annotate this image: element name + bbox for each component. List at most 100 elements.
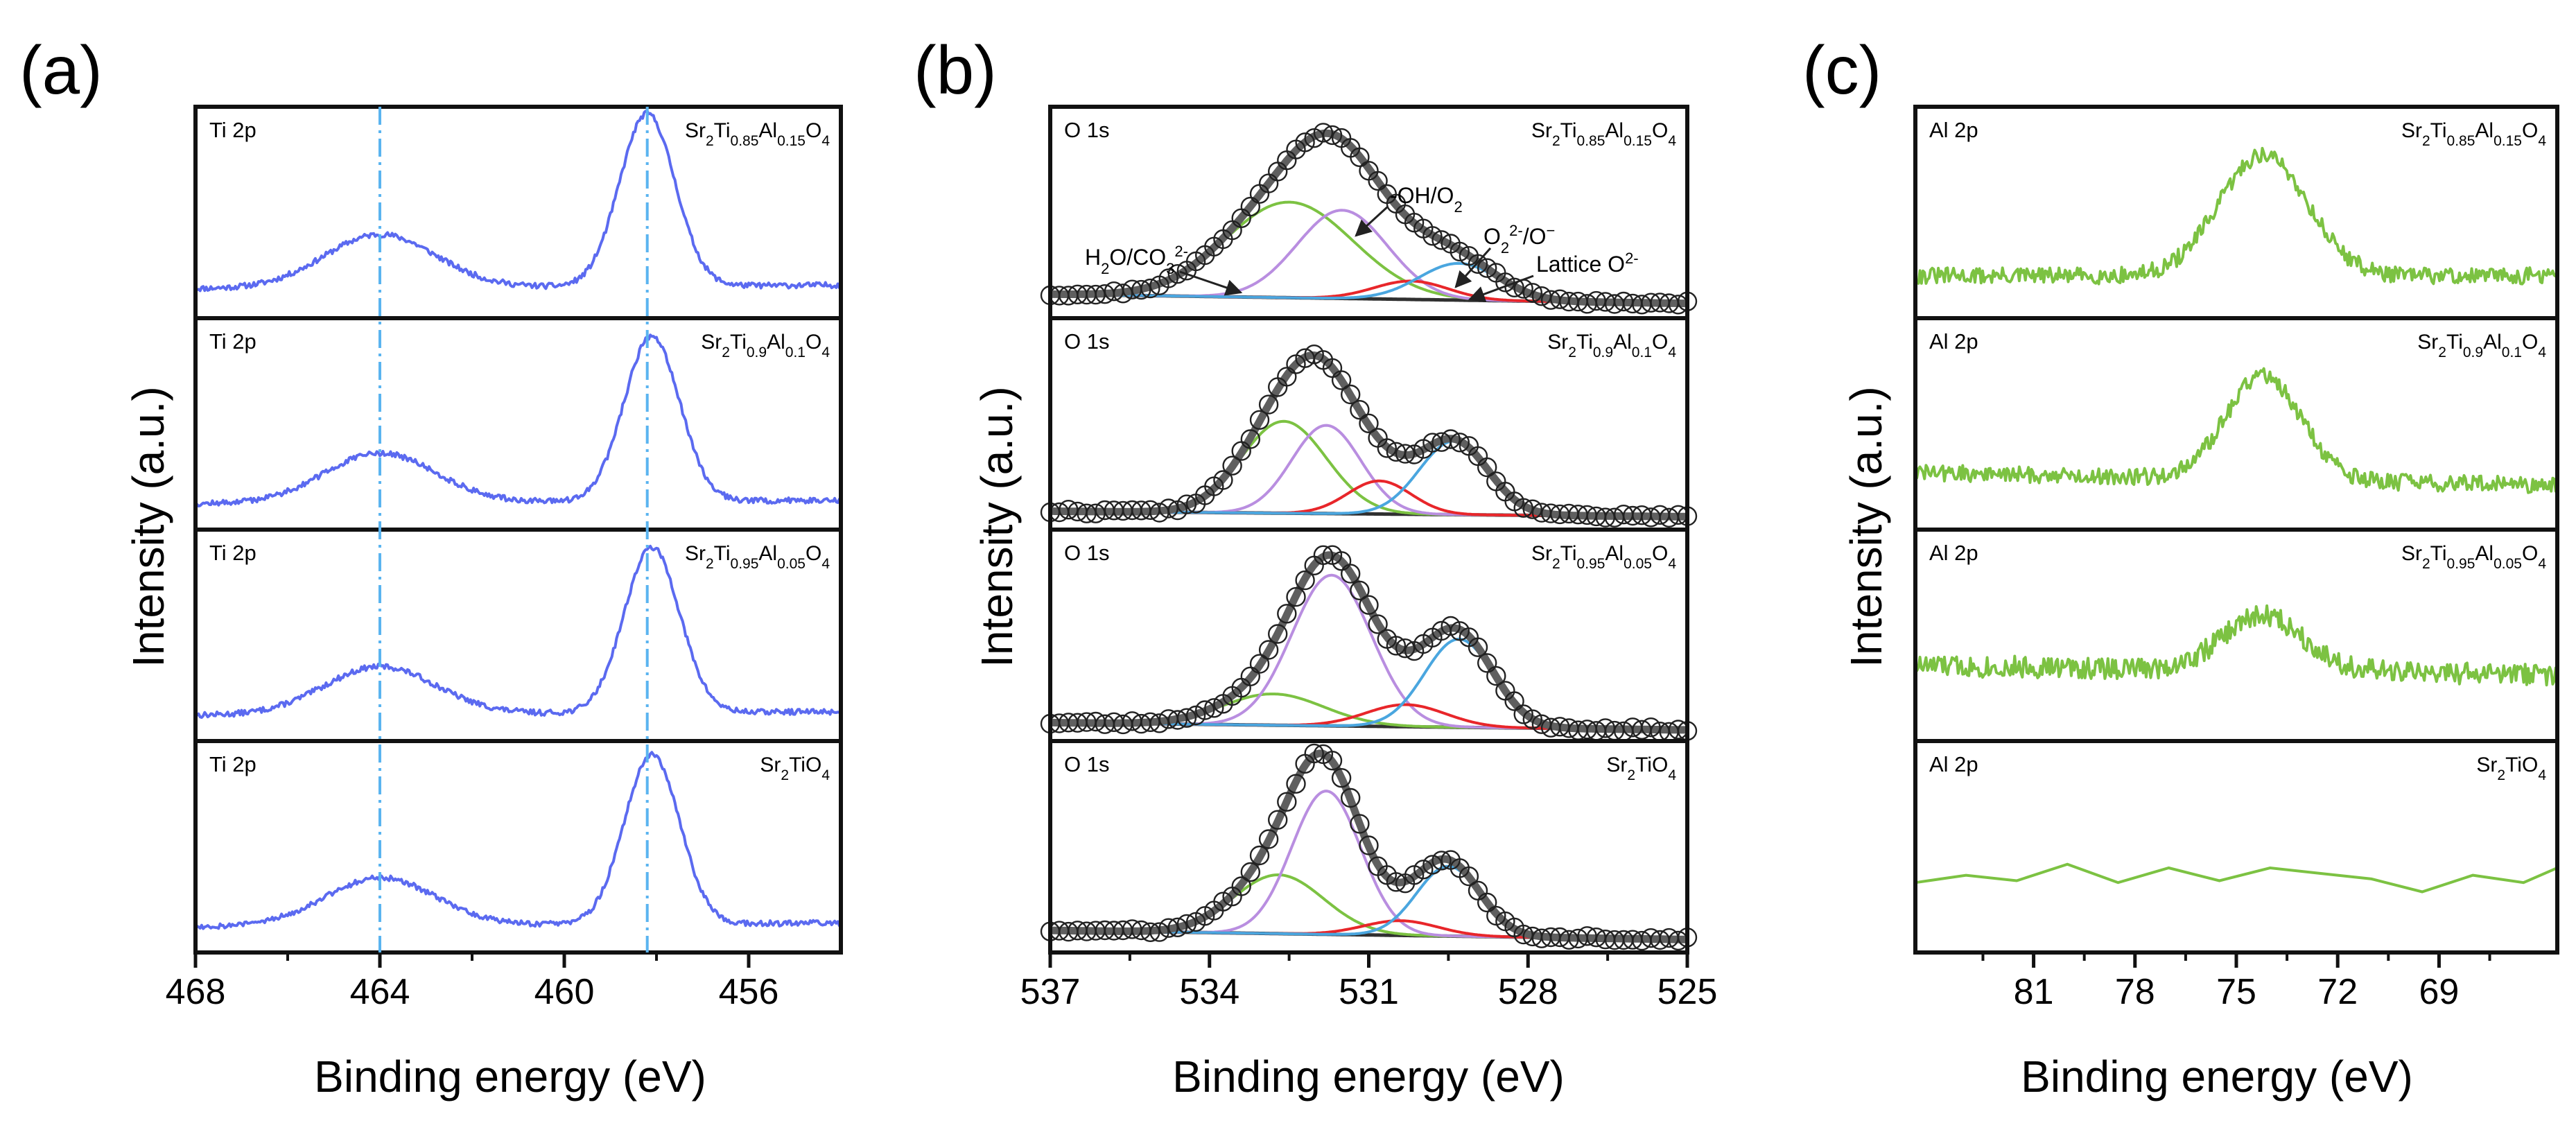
annotation-h2o-co3-arrow [1179,270,1243,296]
data-point [1295,570,1315,591]
data-point [1450,241,1470,262]
annotation-h2o-co3: H2O/CO32- [1085,243,1243,296]
data-point [1149,922,1169,942]
data-point [1559,930,1579,950]
data-point [1258,394,1279,415]
data-point [1313,545,1334,565]
data-point [1386,872,1407,892]
panel-a-axes: Ti 2p Sr2Ti0.85Al0.15O4 Ti 2p Sr2Ti0.9Al0.1… [166,105,843,1012]
data-point [1158,498,1178,519]
data-point [1340,564,1361,584]
sample-label: Sr2Ti0.85Al0.15O4 [685,119,830,149]
data-point [1522,283,1543,303]
data-point [1486,665,1506,686]
data-point [1513,704,1533,724]
data-point [1477,653,1497,673]
data-point [1176,708,1197,728]
x-tick-label: 456 [719,972,779,1012]
core-level-label: Ti 2p [209,329,256,354]
subplot-b-3: O 1s Sr2Ti0.95Al0.05O4 [1040,528,1698,743]
data-point [1377,438,1398,458]
panel-a-ylabel: Intensity (a.u.) [123,386,173,668]
data-point [1295,132,1315,153]
data-point [1204,698,1224,718]
subplot-b-2: O 1s Sr2Ti0.9Al0.1O4 [1040,316,1698,532]
series-b-1-6 [1040,123,1698,315]
data-point [1140,922,1160,943]
data-point [1359,835,1379,855]
subplot-c-3: Al 2p Sr2Ti0.95Al0.05O4 [1913,528,2559,743]
sample-label: Sr2Ti0.95Al0.05O4 [2401,542,2546,572]
data-point [1286,774,1306,794]
data-point [1176,914,1197,934]
core-level-label: Ti 2p [209,752,256,776]
annotation-lattice-text: Lattice O2- [1536,250,1639,277]
data-point [1240,862,1261,882]
data-point [1359,413,1379,433]
series-b-2-4 [1050,439,1687,519]
panel-c-axes: Al 2p Sr2Ti0.85Al0.15O4 Al 2p Sr2Ti0.9Al0.1… [1913,105,2559,1012]
data-point [1286,586,1306,607]
data-point [1185,705,1206,726]
data-point [1522,499,1543,519]
subplot-a-2: Ti 2p Sr2Ti0.9Al0.1O4 [193,316,843,532]
data-point [1431,851,1452,871]
annotation-oh-o2-arrow [1355,205,1389,237]
panel-a-xlabel: Binding energy (eV) [314,1052,706,1102]
data-point [1304,743,1324,764]
x-tick-label: 528 [1498,972,1558,1012]
data-point [1422,226,1443,246]
x-tick-label: 75 [2216,972,2256,1012]
data-point [1522,709,1543,729]
data-point [1468,254,1488,274]
data-point [1468,637,1488,657]
annotation-lattice-arrow [1468,275,1534,302]
data-point [1331,767,1352,788]
data-point [1431,230,1452,250]
data-point [1350,400,1370,420]
data-point [1258,640,1279,660]
data-point [1350,814,1370,834]
x-tick-label: 69 [2419,972,2459,1012]
data-point [1350,580,1370,600]
sample-label: Sr2Ti0.9Al0.1O4 [2417,331,2546,360]
series-b-2-5 [1047,351,1690,521]
data-point [1176,494,1197,514]
annotation-o2-o: O22-/O− [1454,222,1555,288]
data-point [1213,470,1233,490]
data-point [1422,433,1443,453]
data-point [1231,876,1251,896]
subplot-b-4: O 1s Sr2TiO4 [1040,739,1698,955]
x-tick-label: 464 [350,972,410,1012]
subplot-frame [193,739,843,955]
series-a-3-0 [194,544,842,719]
panel-a: (a) Intensity (a.u.) Binding energy (eV)… [19,32,843,1102]
sample-label: Sr2Ti0.85Al0.15O4 [1531,119,1676,149]
core-level-label: Al 2p [1929,752,1978,776]
data-point [1641,717,1661,738]
panel-b-xlabel: Binding energy (eV) [1172,1052,1565,1102]
data-point [1422,855,1443,875]
core-level-label: Ti 2p [209,118,256,142]
data-point [1386,636,1407,656]
data-point [1513,924,1533,945]
data-point [1549,717,1570,737]
sample-label: Sr2Ti0.9Al0.1O4 [701,331,830,360]
core-level-label: O 1s [1064,118,1109,142]
data-point [1240,429,1261,449]
subplot-c-1: Al 2p Sr2Ti0.85Al0.15O4 [1913,105,2559,320]
panel-c-xlabel: Binding energy (eV) [2021,1052,2413,1102]
annotation-oh-o2: -OH/O2 [1355,183,1463,237]
annotation-o2-o-arrow [1454,247,1492,288]
series-b-2-6 [1040,345,1698,528]
core-level-label: O 1s [1064,329,1109,354]
data-point [1249,654,1270,674]
series-b-4-5 [1047,749,1690,943]
data-point [1158,268,1178,288]
panel-b-axes: O 1s Sr2Ti0.85Al0.15O4 O 1s Sr2Ti0.9Al0.1O4… [1020,105,1717,1012]
data-point [1113,284,1133,304]
data-point [1131,279,1151,300]
data-point [1504,277,1524,297]
data-point [1194,700,1215,720]
panel-c: (c) Intensity (a.u.) Binding energy (eV)… [1802,32,2559,1102]
